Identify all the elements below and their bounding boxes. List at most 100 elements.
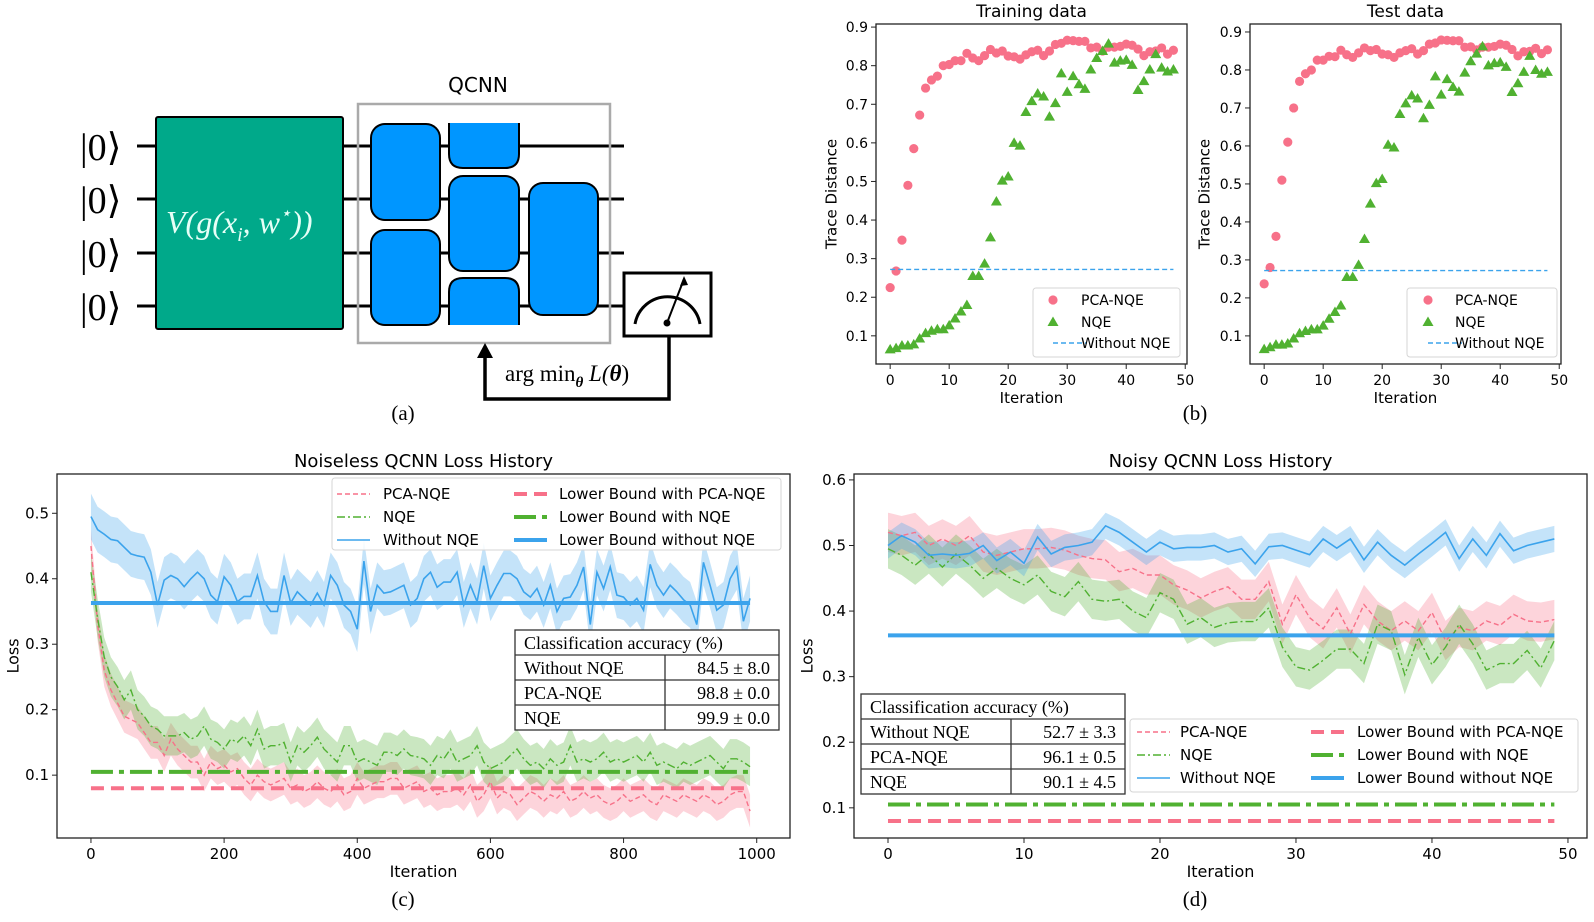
legend-box (331, 477, 782, 551)
y-tick-label: 0.2 (1220, 291, 1242, 307)
x-tick-label: 0 (883, 845, 893, 863)
data-point (1055, 67, 1067, 78)
axes-frame (56, 473, 791, 839)
data-point (920, 83, 931, 93)
legend-entry: Lower Bound without NQE (1311, 769, 1553, 787)
data-point (1329, 306, 1341, 316)
data-point (1043, 111, 1055, 121)
legend-label: NQE (1455, 315, 1485, 331)
data-point (1283, 137, 1293, 147)
data-point (1524, 50, 1536, 60)
y-tick-label: 0.1 (1220, 329, 1242, 345)
data-point (949, 312, 961, 323)
x-tick-label: 800 (609, 845, 638, 863)
legend: PCA-NQE NQE Without NQE Lower Bound with PC… (331, 477, 782, 551)
x-tick-label: 50 (1558, 845, 1577, 863)
confidence-band-1 (887, 529, 1555, 695)
data-point (1294, 76, 1305, 86)
legend-label: Lower Bound with PCA-NQE (559, 485, 765, 503)
data-point (1429, 70, 1441, 81)
data-point (1271, 231, 1281, 241)
table-cell-method: PCA-NQE (524, 683, 602, 703)
data-point (1103, 38, 1115, 48)
axes-frame (875, 23, 1188, 365)
y-tick-label: 0.1 (846, 329, 868, 345)
data-point (1067, 70, 1079, 81)
legend-marker (1422, 316, 1434, 326)
qcnn-gates (370, 123, 599, 326)
data-point (914, 333, 926, 343)
data-point (1282, 337, 1294, 348)
legend-entry: NQE (1422, 315, 1485, 331)
data-point (990, 196, 1002, 206)
data-point (1085, 64, 1097, 74)
plot-area (1258, 35, 1553, 354)
data-point (1157, 43, 1167, 53)
table-cell-method: NQE (870, 772, 907, 792)
panel-label-c: (c) (391, 887, 414, 911)
table-row: PCA-NQE 96.1 ± 0.5 (870, 747, 1116, 767)
accuracy-table: Classification accuracy (%) Without NQE 84… (514, 629, 780, 731)
input-state-3: |0⟩ (80, 234, 121, 276)
x-tick-label: 10 (1014, 845, 1033, 863)
x-axis-label: Iteration (1374, 389, 1438, 407)
accuracy-table: Classification accuracy (%) Without NQE 52… (860, 693, 1126, 795)
data-point (915, 110, 925, 120)
data-point (961, 299, 973, 309)
data-point (1097, 45, 1109, 56)
data-point (1150, 48, 1162, 59)
data-point (1002, 170, 1014, 181)
scatter-series-1 (884, 38, 1179, 354)
data-point (1388, 141, 1400, 152)
x-axis-label: Iteration (1000, 389, 1064, 407)
x-tick-label: 200 (210, 845, 239, 863)
y-tick-label: 0.6 (1220, 139, 1242, 155)
data-point (1423, 99, 1435, 109)
data-point (1500, 61, 1512, 71)
chart-4: 0 10 20 30 40 50 0.1 0.2 0.3 0.4 0.5 0.6 Noisy QCNN … (798, 451, 1588, 881)
legend-label: Without NQE (383, 531, 479, 549)
legend-box (1032, 287, 1181, 358)
x-tick-label: 400 (343, 845, 372, 863)
data-point (1073, 78, 1085, 89)
data-point (1382, 139, 1394, 149)
x-tick-label: 30 (1286, 845, 1305, 863)
y-tick-label: 0.1 (25, 766, 49, 784)
data-point (979, 258, 991, 268)
table-cell-accuracy: 90.1 ± 4.5 (1043, 772, 1116, 792)
data-point (1542, 45, 1553, 55)
data-point (1471, 48, 1483, 58)
data-point (1394, 108, 1406, 119)
x-tick-label: 30 (1432, 373, 1450, 389)
legend-entry: PCA-NQE (1423, 293, 1518, 309)
data-point (1370, 177, 1382, 188)
axes-frame (1249, 23, 1562, 365)
panel-label-a: (a) (391, 401, 414, 425)
data-point (1168, 45, 1179, 55)
data-point (1026, 95, 1038, 106)
data-point (1376, 173, 1388, 183)
y-axis-label: Trace Distance (1196, 139, 1214, 250)
x-axis-label: Iteration (390, 862, 458, 881)
ticks: 0 10 20 30 40 50 0.1 0.2 0.3 0.4 0.5 0.6 0.7 0.8 0.9 (1220, 25, 1568, 389)
data-point (1144, 64, 1156, 74)
data-point (1512, 77, 1524, 88)
data-point (1335, 299, 1347, 310)
legend-label: Lower Bound without NQE (559, 531, 755, 549)
data-point (1032, 87, 1044, 98)
table-cell-method: Without NQE (870, 722, 970, 742)
data-point (897, 235, 907, 245)
x-tick-label: 20 (1373, 373, 1391, 389)
legend-entry: Without NQE (1428, 336, 1545, 352)
table-cell-accuracy: 99.9 ± 0.0 (697, 708, 770, 728)
data-point (1289, 103, 1299, 113)
data-point (885, 282, 895, 293)
x-tick-label: 0 (1260, 373, 1269, 389)
unitary-label: V(g(xi, w⋆)) (166, 203, 313, 246)
y-tick-label: 0.6 (822, 471, 846, 489)
data-point (1080, 36, 1090, 46)
table-cell-method: PCA-NQE (870, 747, 948, 767)
x-tick-label: 20 (999, 373, 1017, 389)
unitary-block (155, 116, 344, 330)
panel-a-qcnn-circuit: |0⟩ |0⟩ |0⟩ |0⟩ V(g(xi, w⋆)) QCNN (80, 73, 713, 401)
